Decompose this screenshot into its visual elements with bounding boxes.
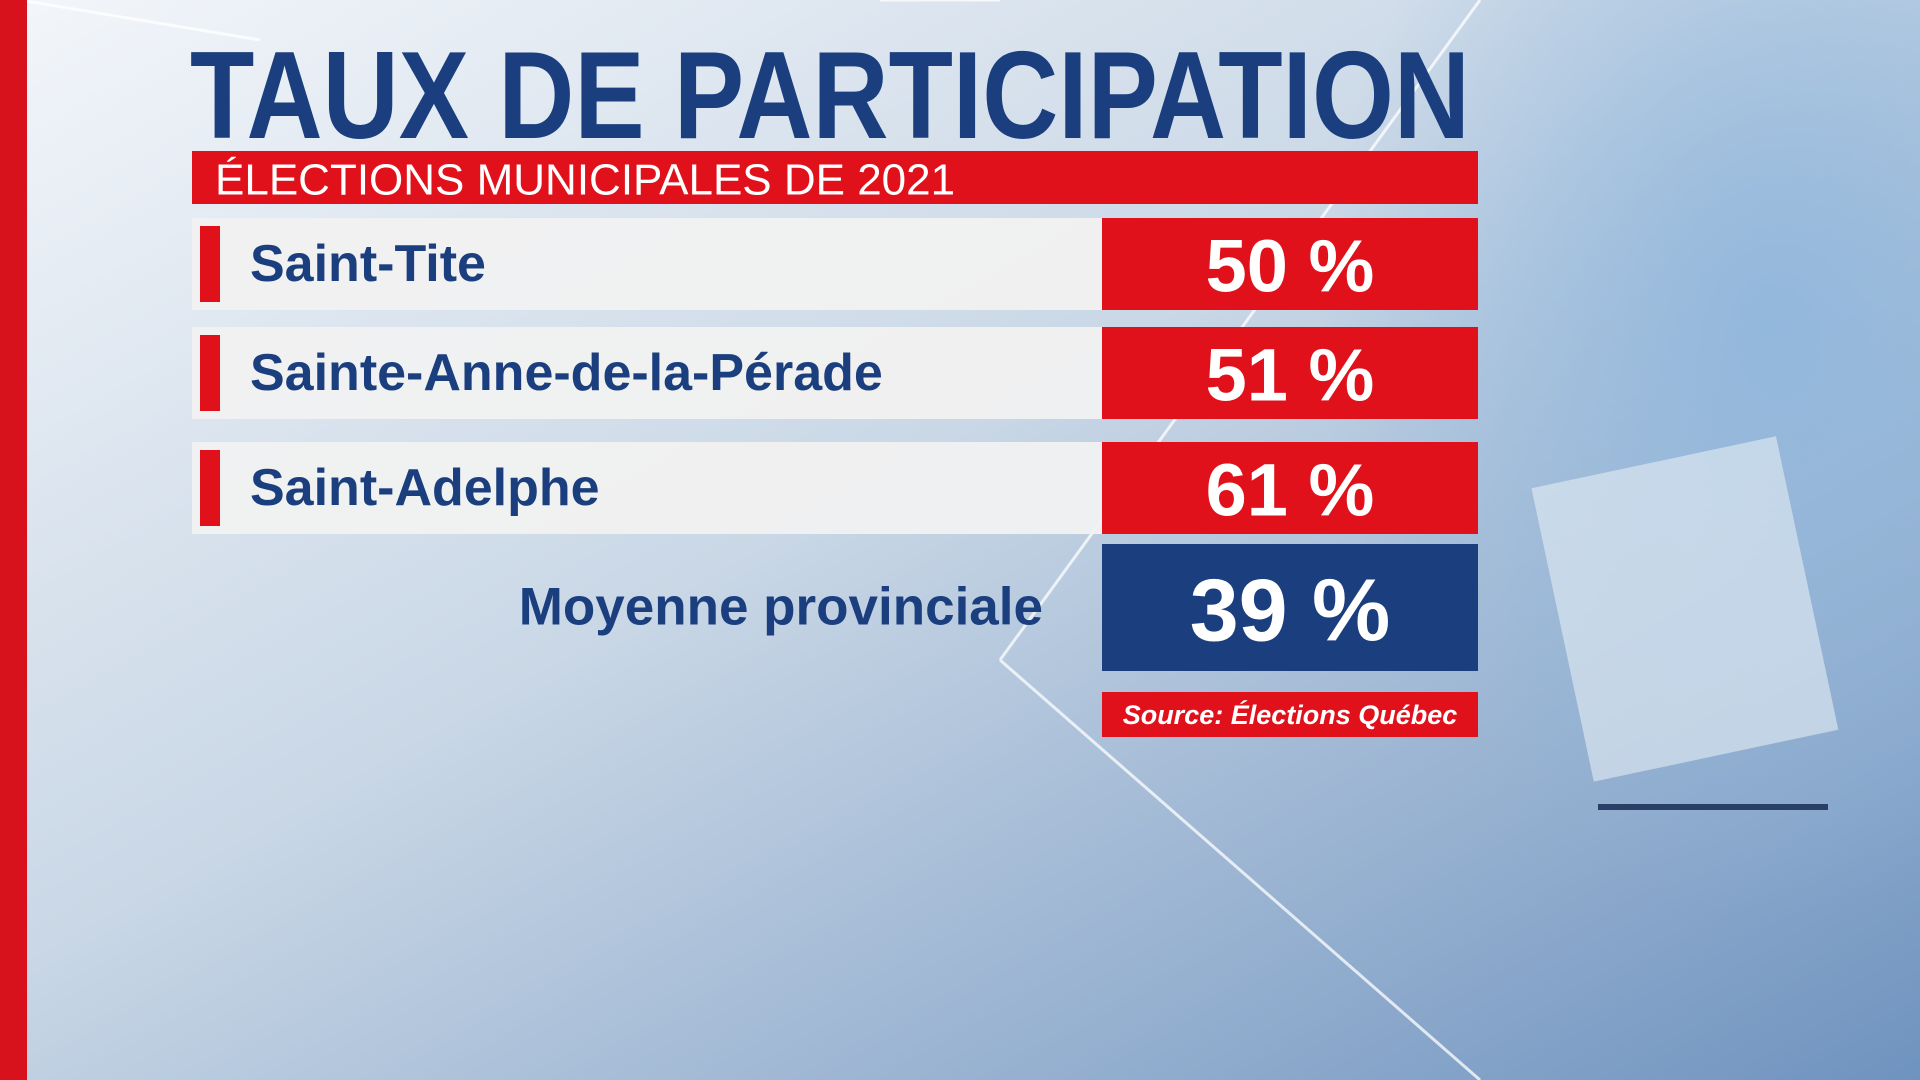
row-background bbox=[192, 442, 1102, 534]
rows: Saint-Tite 50 % Sainte-Anne-de-la-Pérade 51… bbox=[192, 218, 1478, 534]
average-box bbox=[1102, 544, 1478, 671]
average-label: Moyenne provinciale bbox=[519, 578, 1043, 637]
row-accent bbox=[200, 450, 220, 526]
row-accent bbox=[200, 226, 220, 302]
row-value: 51 % bbox=[1206, 334, 1375, 417]
value-box bbox=[1102, 327, 1478, 419]
title: TAUX DE PARTICIPATION bbox=[190, 27, 1470, 165]
average-value: 39 % bbox=[1190, 561, 1391, 660]
ballot bbox=[1531, 436, 1839, 782]
row-background bbox=[192, 218, 1102, 310]
row-value: 61 % bbox=[1206, 449, 1375, 532]
row-label: Saint-Adelphe bbox=[250, 459, 600, 517]
source-box bbox=[1102, 692, 1478, 737]
row-value: 50 % bbox=[1206, 225, 1375, 308]
value-box bbox=[1102, 442, 1478, 534]
subtitle: ÉLECTIONS MUNICIPALES DE 2021 bbox=[215, 156, 955, 205]
row-accent bbox=[200, 335, 220, 411]
left-accent-bar bbox=[0, 0, 27, 1080]
row-label: Saint-Tite bbox=[250, 235, 486, 293]
source: Source: Élections Québec bbox=[1123, 699, 1458, 730]
subtitle-band bbox=[192, 151, 1478, 204]
row-background bbox=[192, 327, 1102, 419]
value-box bbox=[1102, 218, 1478, 310]
row-label: Sainte-Anne-de-la-Pérade bbox=[250, 344, 883, 402]
ballot-slot bbox=[1598, 804, 1828, 810]
